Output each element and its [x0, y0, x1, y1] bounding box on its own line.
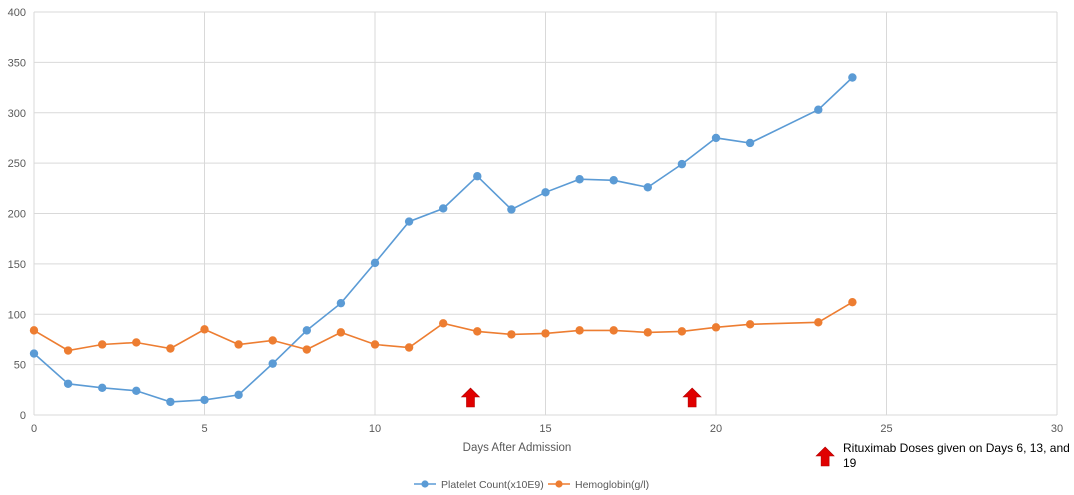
data-point: [268, 359, 277, 368]
data-point: [336, 298, 346, 308]
y-tick-label: 0: [20, 410, 26, 422]
data-point: [132, 338, 141, 347]
data-point: [575, 175, 584, 184]
y-tick-label: 400: [8, 7, 26, 19]
data-point: [541, 188, 550, 197]
data-point: [643, 183, 652, 192]
data-point: [814, 105, 823, 114]
data-point: [711, 323, 721, 332]
grid: [33, 11, 1058, 416]
data-point: [609, 176, 618, 185]
data-point: [643, 328, 652, 337]
data-point: [745, 320, 755, 329]
data-point: [234, 340, 243, 349]
y-axis-ticks: 0 50 100 150 200 250 300 350 400: [8, 7, 26, 422]
data-point: [404, 217, 414, 226]
x-tick-label: 30: [1051, 423, 1063, 435]
data-point: [473, 327, 482, 336]
dose-arrow: [682, 387, 702, 408]
annotations: Rituximab Doses given on Days 6, 13, and…: [460, 387, 1070, 470]
data-point: [200, 395, 209, 405]
y-tick-label: 150: [8, 259, 26, 271]
data-point: [439, 204, 448, 213]
x-tick-label: 20: [710, 423, 722, 435]
legend-item: Platelet Count(x10E9): [414, 479, 544, 491]
data-point: [98, 340, 107, 349]
legend-marker: [555, 480, 563, 488]
data-point: [268, 336, 277, 345]
data-point: [370, 258, 380, 268]
x-tick-label: 0: [31, 423, 37, 435]
series-1: [29, 73, 857, 407]
x-axis-ticks: 0 5 10 15 20 25 30: [31, 423, 1063, 435]
data-point: [166, 344, 175, 353]
data-point: [745, 138, 755, 148]
data-point: [336, 328, 346, 337]
dose-annotation: Rituximab Doses given on Days 6, 13, and…: [843, 441, 1070, 470]
y-tick-label: 250: [8, 158, 26, 170]
y-tick-label: 200: [8, 209, 26, 221]
data-point: [200, 325, 209, 334]
series-2: [29, 297, 857, 355]
x-tick-label: 5: [201, 423, 207, 435]
legend-label: Hemoglobin(g/l): [575, 479, 649, 491]
data-point: [370, 340, 380, 349]
data-point: [29, 326, 39, 335]
data-point: [575, 326, 584, 335]
x-tick-label: 10: [369, 423, 381, 435]
data-point: [848, 73, 857, 82]
data-point: [29, 349, 39, 358]
y-tick-label: 50: [14, 360, 26, 372]
data-point: [473, 172, 482, 181]
data-point: [302, 326, 311, 335]
data-point: [302, 345, 311, 354]
data-point: [404, 343, 414, 352]
data-point: [609, 326, 618, 335]
data-point: [234, 390, 243, 400]
data-point: [98, 383, 107, 392]
series-line: [33, 76, 853, 403]
legend-label: Platelet Count(x10E9): [441, 479, 544, 491]
x-tick-label: 25: [880, 423, 892, 435]
dose-arrow: [815, 446, 835, 467]
x-axis-label: Days After Admission: [463, 442, 572, 454]
data-point: [541, 329, 550, 338]
data-point: [507, 330, 516, 339]
legend-marker: [421, 480, 429, 488]
data-point: [63, 379, 73, 388]
series: [29, 73, 857, 407]
y-tick-label: 100: [8, 309, 26, 321]
data-point: [677, 159, 687, 169]
data-point: [439, 319, 448, 328]
data-point: [166, 397, 175, 407]
data-point: [507, 205, 516, 214]
data-point: [63, 346, 73, 355]
data-point: [677, 327, 687, 336]
y-tick-label: 350: [8, 57, 26, 69]
data-point: [814, 318, 823, 327]
y-tick-label: 300: [8, 108, 26, 120]
data-point: [132, 386, 141, 396]
x-tick-label: 15: [539, 423, 551, 435]
data-point: [848, 297, 857, 307]
legend-item: Hemoglobin(g/l): [548, 479, 649, 491]
dose-arrow: [460, 387, 481, 408]
data-point: [711, 133, 721, 143]
series-line: [33, 301, 853, 352]
legend: Platelet Count(x10E9) Hemoglobin(g/l): [414, 479, 649, 491]
